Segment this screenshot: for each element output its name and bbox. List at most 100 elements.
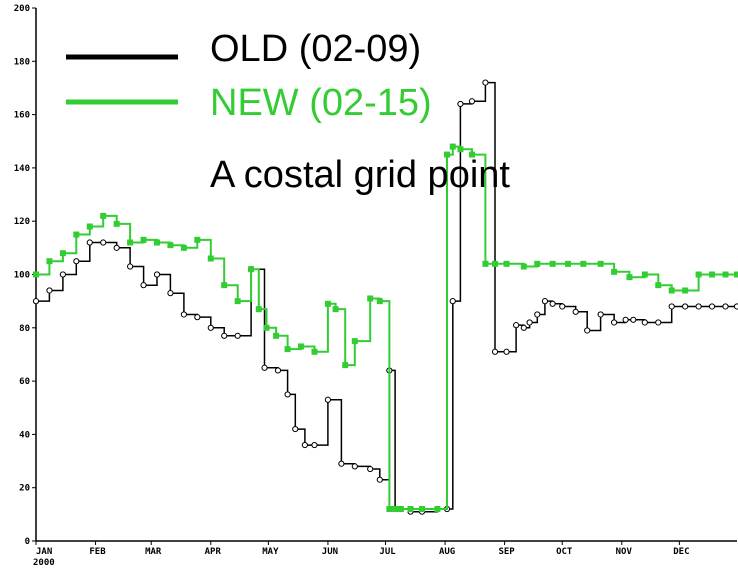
x-tick-label: JUL — [379, 547, 396, 557]
data-point — [332, 306, 339, 313]
data-point — [207, 255, 214, 262]
data-point — [534, 260, 541, 267]
data-point — [324, 396, 332, 403]
data-point — [255, 306, 262, 313]
data-point — [503, 348, 510, 355]
x-tick-label: OCT — [556, 547, 573, 557]
series-layer — [32, 79, 738, 515]
data-point — [86, 239, 93, 246]
data-point — [221, 282, 228, 289]
data-point — [207, 324, 214, 331]
data-point — [443, 151, 450, 158]
data-point — [597, 311, 604, 318]
data-point — [733, 303, 738, 310]
data-point — [482, 79, 489, 86]
y-tick-label: 180 — [14, 57, 30, 67]
data-point — [351, 338, 358, 345]
data-point — [59, 250, 66, 257]
data-point — [273, 332, 280, 339]
data-point — [221, 332, 228, 339]
data-point — [610, 319, 618, 326]
data-point — [127, 239, 134, 246]
data-point — [140, 282, 147, 289]
data-point — [580, 260, 587, 267]
data-point — [367, 295, 374, 302]
data-point — [407, 506, 414, 513]
data-point — [559, 303, 566, 310]
y-tick-label: 100 — [14, 271, 30, 281]
y-tick-label: 40 — [19, 430, 30, 440]
data-point — [641, 319, 648, 326]
x-year-label: 2000 — [33, 558, 55, 568]
data-point — [682, 287, 689, 294]
y-tick-label: 200 — [14, 4, 30, 14]
chart-axes: 0 20 40 60 80 100 120 140 160 180 200 JAN FEB MAR APR M… — [14, 4, 737, 568]
data-point — [194, 314, 201, 321]
data-point — [520, 263, 527, 270]
x-tick-label: MAR — [145, 547, 162, 557]
data-point — [482, 260, 489, 267]
data-point — [376, 476, 383, 483]
data-point — [457, 100, 464, 108]
data-point — [46, 287, 53, 294]
data-point — [33, 271, 39, 278]
data-point — [386, 506, 393, 513]
data-point — [641, 271, 648, 278]
data-point — [564, 260, 571, 267]
y-tick-label: 20 — [19, 484, 30, 494]
data-point — [153, 239, 160, 246]
data-point — [73, 258, 80, 265]
series-0 — [32, 79, 738, 515]
data-point — [572, 308, 579, 315]
data-point — [682, 303, 689, 310]
data-point — [113, 220, 120, 227]
data-point — [194, 236, 201, 243]
data-point — [351, 463, 358, 470]
data-point — [630, 316, 637, 323]
data-point — [167, 242, 174, 249]
data-point — [549, 260, 556, 267]
legend-label-old: OLD (02-09) — [210, 28, 421, 70]
data-point — [611, 268, 618, 275]
y-tick-label: 60 — [19, 377, 30, 387]
data-point — [526, 319, 533, 326]
data-point — [734, 271, 738, 278]
data-point — [549, 300, 556, 307]
data-point — [695, 303, 702, 310]
data-point — [298, 343, 305, 350]
data-point — [59, 271, 66, 278]
data-point — [457, 146, 464, 153]
data-point — [46, 258, 53, 265]
x-tick-label: DEC — [673, 547, 689, 557]
data-point — [709, 271, 716, 278]
data-point — [434, 506, 441, 513]
y-tick-label: 80 — [19, 324, 30, 334]
x-tick-label: NOV — [616, 547, 633, 557]
data-point — [367, 465, 374, 473]
data-point — [695, 271, 702, 278]
x-tick-label: JAN — [36, 547, 52, 557]
data-point — [397, 506, 404, 513]
data-point — [140, 236, 147, 243]
data-point — [292, 425, 299, 433]
data-point — [153, 271, 161, 278]
data-point — [722, 271, 729, 278]
legend-label-new: NEW (02-15) — [210, 82, 432, 124]
data-point — [261, 364, 268, 371]
x-tick-label: APR — [205, 547, 222, 557]
data-point — [324, 300, 331, 307]
data-point — [180, 311, 187, 318]
series-line — [36, 81, 737, 513]
data-point — [708, 303, 716, 310]
data-point — [449, 298, 456, 305]
data-point — [513, 322, 520, 329]
data-point — [180, 244, 187, 251]
data-point — [86, 223, 93, 230]
data-point — [284, 391, 291, 398]
data-point — [73, 231, 80, 238]
data-point — [655, 282, 662, 289]
data-point — [668, 303, 675, 310]
data-point — [491, 348, 499, 355]
data-point — [419, 506, 426, 513]
